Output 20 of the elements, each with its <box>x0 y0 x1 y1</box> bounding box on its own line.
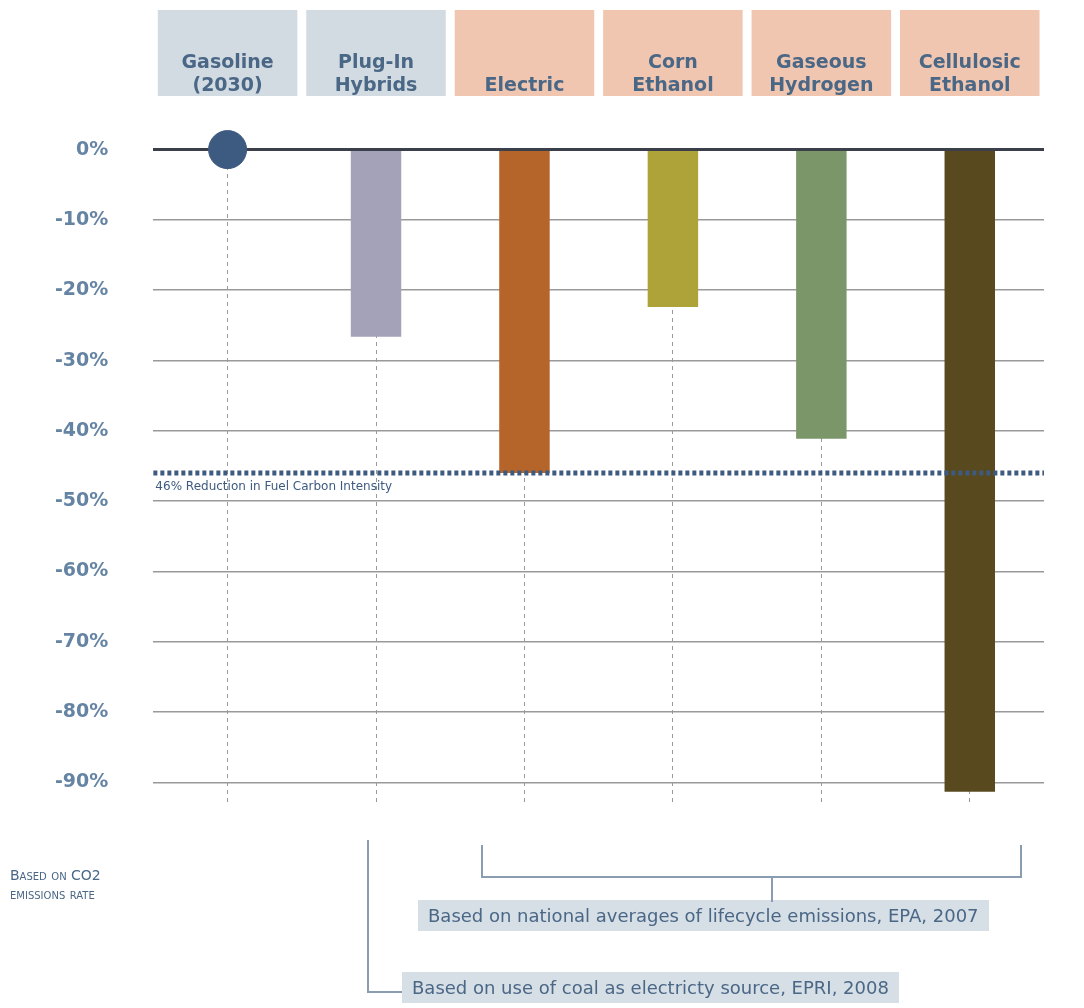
text: Based on national averages of lifecycle emissions, EPA, 2007 <box>418 900 989 931</box>
y-tick-label: -40% <box>54 417 109 440</box>
y-tick-label: -20% <box>54 277 109 300</box>
ref-line-label: 46% Reduction in Fuel Carbon Intensity <box>155 479 393 494</box>
y-tick-label: 0% <box>76 136 109 159</box>
x-tick-label: Gasoline (2030) <box>181 50 274 96</box>
y-tick-label: -70% <box>54 628 109 651</box>
x-tick-label: Gaseous Hydrogen <box>769 50 874 96</box>
text: Based on use of coal as electricty source, EPRI, 2008 <box>402 972 899 1003</box>
y-tick-label: -30% <box>54 347 109 370</box>
y-tick-label: -90% <box>54 769 109 792</box>
x-tick-label: Cellulosic Ethanol <box>918 50 1021 96</box>
x-tick-label: Electric <box>484 73 565 96</box>
y-tick-label: -50% <box>54 488 109 511</box>
x-tick-label: Plug-In Hybrids <box>334 50 418 96</box>
x-tick-label: Corn Ethanol <box>632 50 714 96</box>
y-tick-label: -80% <box>54 699 109 722</box>
y-tick-label: -60% <box>54 558 109 581</box>
y-tick-label: -10% <box>54 206 109 229</box>
text: Based on CO2 emissions rate <box>10 866 102 904</box>
